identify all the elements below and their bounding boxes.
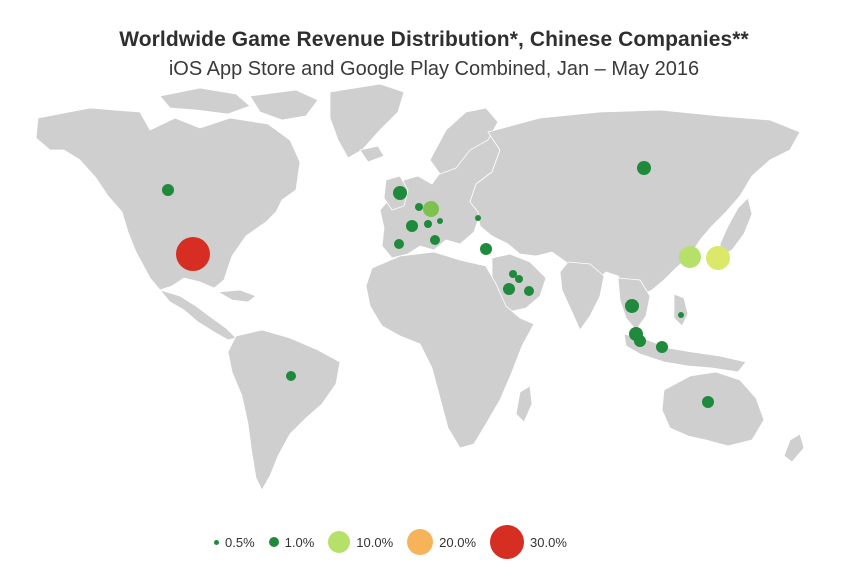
marker-philippines: [678, 312, 684, 318]
south-america: [227, 329, 341, 491]
legend-item: 0.5%: [214, 535, 255, 550]
central-america: [158, 289, 237, 341]
legend-swatch: [268, 537, 279, 547]
marker-south-korea: [679, 246, 701, 268]
marker-saudi-arabia: [503, 283, 515, 295]
marker-kuwait: [509, 270, 517, 278]
legend-label: 20.0%: [439, 534, 477, 550]
marker-canada: [162, 184, 174, 196]
caribbean: [216, 289, 257, 303]
legend-swatch: [214, 539, 219, 545]
legend-swatch: [328, 531, 351, 553]
legend-swatch: [407, 529, 434, 555]
map-title: Worldwide Game Revenue Distribution*, Ch…: [119, 28, 749, 51]
marker-indonesia: [656, 341, 668, 353]
philippines-islands: [673, 293, 689, 327]
legend-label: 10.0%: [356, 534, 394, 550]
marker-russia: [637, 161, 651, 175]
marker-greece: [475, 215, 481, 221]
north-america-landmass: [35, 107, 301, 291]
legend-item: 1.0%: [268, 534, 315, 550]
legend-swatch: [490, 525, 525, 559]
marker-france: [406, 220, 418, 232]
marker-brazil: [286, 371, 296, 381]
map-subtitle: iOS App Store and Google Play Combined, …: [168, 58, 700, 80]
marker-singapore: [634, 335, 646, 347]
india: [559, 261, 605, 331]
marker-uae: [524, 286, 534, 296]
legend-label: 30.0%: [530, 534, 567, 550]
revenue-markers: [162, 161, 730, 408]
marker-thailand: [625, 299, 639, 313]
marker-united-states: [176, 237, 210, 271]
marker-australia: [702, 396, 714, 408]
australia-landmass: [661, 371, 765, 447]
marker-netherlands: [415, 203, 423, 211]
arctic-islands-east: [249, 89, 319, 121]
land-masses: [35, 83, 805, 491]
iceland: [359, 145, 385, 163]
legend: 0.5% 1.0% 10.0% 20.0% 30.0%: [214, 522, 581, 562]
legend-item: 10.0%: [328, 531, 393, 553]
legend-label: 0.5%: [225, 534, 255, 550]
indonesia-islands: [623, 333, 747, 373]
marker-united-kingdom: [393, 186, 407, 200]
legend-item: 20.0%: [407, 529, 476, 555]
marker-spain: [394, 239, 404, 249]
africa: [365, 251, 535, 449]
marker-japan: [706, 246, 730, 270]
greenland: [329, 83, 405, 159]
marker-germany: [423, 201, 439, 217]
madagascar: [515, 385, 533, 423]
marker-switzerland: [424, 220, 432, 228]
marker-italy: [430, 235, 440, 245]
new-zealand: [783, 433, 805, 463]
marker-qatar: [515, 275, 523, 283]
marker-austria: [437, 218, 443, 224]
arctic-islands: [159, 87, 251, 115]
legend-item: 30.0%: [490, 525, 567, 559]
marker-turkey: [480, 243, 492, 255]
legend-label: 1.0%: [284, 534, 315, 550]
